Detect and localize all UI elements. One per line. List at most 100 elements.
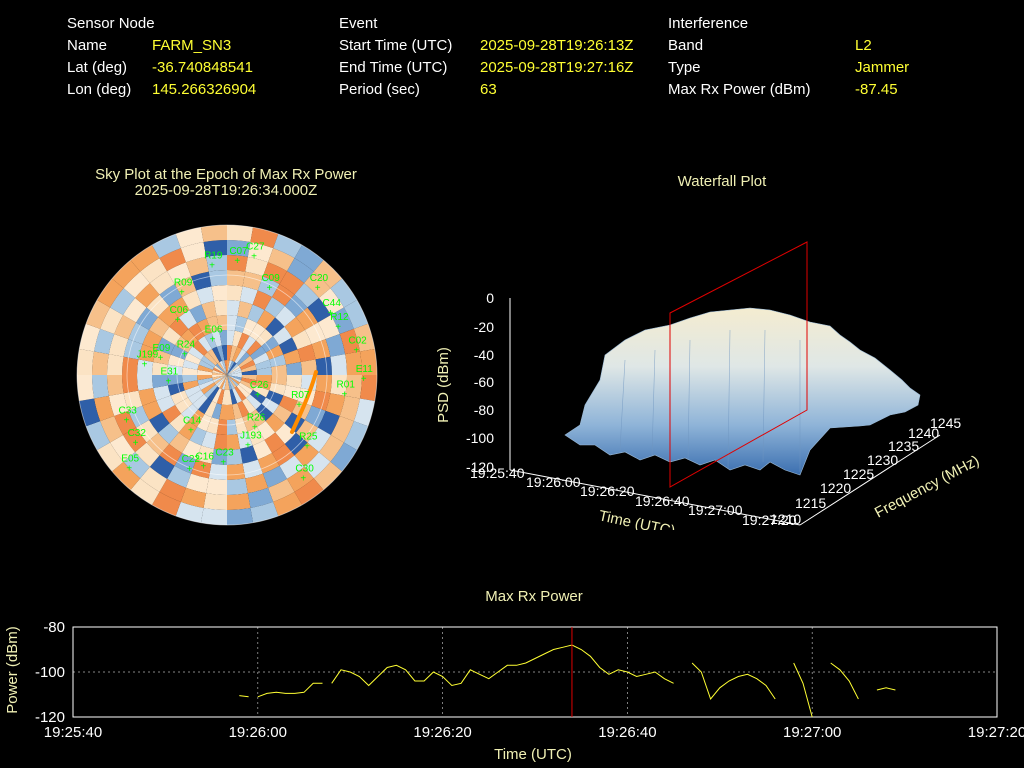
satellite-label: J193 [240, 431, 262, 442]
sky-cell [112, 260, 141, 289]
sky-cell [227, 507, 254, 525]
satellite-label: C22 [182, 454, 201, 465]
sky-cell [345, 375, 362, 399]
sky-cell [162, 405, 182, 424]
sky-cell [227, 369, 242, 375]
sky-cell [142, 400, 163, 420]
sky-cell [189, 426, 207, 446]
sky-cell [206, 315, 220, 333]
satellite-label: C06 [170, 305, 189, 316]
satellite-label: C14 [183, 415, 202, 426]
x-tick-label: 19:27:20 [968, 724, 1024, 741]
sky-cell [265, 413, 285, 433]
sky-cell [237, 400, 250, 418]
sensor-name-label: Name [67, 37, 108, 54]
sky-cell [169, 317, 189, 337]
sky-cell [241, 364, 257, 373]
sky-cell [237, 332, 250, 350]
satellite-label: E09 [152, 343, 170, 354]
sky-cell [158, 306, 179, 327]
satellite-label: R01 [337, 379, 356, 390]
sky-cell [114, 410, 137, 435]
satellite-label: J199 [137, 349, 159, 360]
sky-cell [159, 284, 182, 307]
sky-cell [286, 361, 302, 375]
sky-cell [212, 367, 227, 375]
sky-cell [227, 285, 243, 302]
sky-cell [273, 234, 302, 259]
sky-cell [229, 345, 238, 361]
svg-text:1245: 1245 [930, 415, 961, 431]
sky-cell [79, 323, 101, 352]
sky-cell [201, 382, 216, 395]
sky-cell [212, 369, 227, 375]
sky-cell [300, 359, 317, 375]
power-series-segment [691, 662, 776, 701]
sky-cell [196, 286, 214, 305]
sky-cell [279, 455, 305, 479]
satellite-markers: E11+E05+C07+C30+J199+C44+C16+R09+R07+C33… [118, 241, 373, 484]
sky-cell [236, 384, 250, 398]
sky-cell [227, 225, 254, 243]
sky-cell [198, 380, 215, 390]
sky-cell [255, 380, 272, 391]
sky-cell [178, 310, 197, 330]
sky-cell [265, 390, 284, 405]
sky-cell [227, 362, 237, 375]
satellite-marker: + [335, 322, 341, 333]
sky-cell [77, 348, 95, 375]
sky-cell [250, 501, 279, 523]
sky-cell [110, 435, 136, 462]
sky-cell [153, 385, 171, 401]
sky-cell [343, 421, 368, 450]
sky-cell [227, 389, 233, 405]
sky-cell [252, 439, 272, 460]
satellite-label: C02 [348, 335, 367, 346]
sky-cell [227, 404, 235, 420]
sky-cell [203, 493, 227, 510]
sky-cell [122, 356, 139, 375]
satellite-marker: + [304, 441, 310, 452]
svg-text:1230: 1230 [867, 452, 898, 468]
svg-text:1215: 1215 [795, 495, 826, 511]
satellite-marker: + [175, 315, 181, 326]
x-tick-label: 19:26:00 [229, 724, 287, 741]
sky-cell [227, 478, 248, 495]
sky-cell [227, 360, 235, 375]
sky-cell [123, 452, 150, 479]
sky-cell [227, 463, 246, 480]
sky-cell [197, 369, 213, 375]
satellite-marker: + [210, 335, 216, 346]
x-tick-label: 19:27:00 [783, 724, 841, 741]
sky-cell [229, 389, 238, 405]
sky-cell [216, 419, 227, 435]
sky-cell [240, 445, 258, 464]
sky-cell [252, 290, 272, 311]
satellite-marker: + [133, 438, 139, 449]
sky-cell [140, 258, 167, 284]
sky-cell [272, 405, 292, 424]
sky-cell [211, 285, 227, 302]
sky-cell [273, 491, 302, 516]
sky-cell [269, 382, 287, 396]
sky-cell [136, 420, 159, 443]
interference-panel: Interference Band Type Max Rx Power (dBm… [668, 13, 909, 98]
svg-text:-60: -60 [474, 374, 494, 390]
satellite-label: C23 [215, 448, 234, 459]
sky-cell [208, 270, 227, 287]
svg-text:19:26:40: 19:26:40 [635, 493, 690, 509]
sky-cell [227, 300, 241, 316]
sensor-lat-label: Lat (deg) [67, 59, 128, 76]
sky-cell [242, 271, 263, 291]
satellite-marker: + [126, 464, 132, 475]
waterfall-plot: 0 -20 -40 -60 -80 -100 -120 PSD (dBm) 19… [435, 241, 982, 530]
sky-cell [279, 271, 305, 295]
sky-cell [219, 360, 227, 375]
sky-cell [227, 345, 233, 361]
sky-cell [114, 315, 137, 340]
sky-cell [257, 420, 276, 440]
sky-cell [264, 297, 285, 318]
sky-cell [242, 459, 263, 479]
band-value: L2 [855, 37, 872, 54]
svg-text:19:27:00: 19:27:00 [688, 502, 743, 518]
